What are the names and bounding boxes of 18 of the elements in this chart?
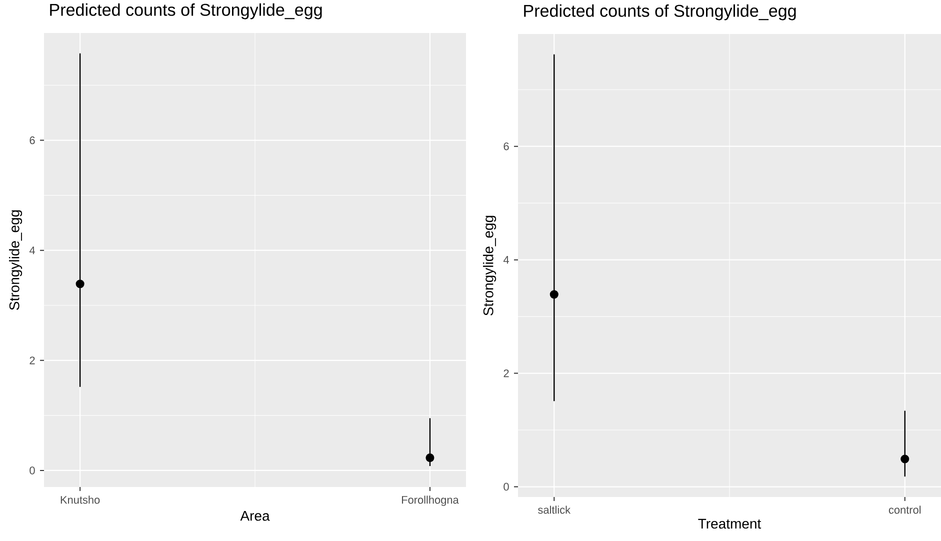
x-tick-label: saltlick bbox=[538, 506, 571, 514]
x-tick-label: Forollhogna bbox=[402, 496, 459, 506]
y-tick-label: 2 bbox=[504, 369, 509, 378]
y-axis-title: Strongylide_egg bbox=[9, 210, 22, 310]
x-tick-label: Knutsho bbox=[60, 496, 100, 504]
x-axis-title: Area bbox=[240, 511, 270, 521]
x-axis-title: Treatment bbox=[698, 518, 762, 529]
y-tick-label: 0 bbox=[504, 482, 509, 491]
y-axis-title: Strongylide_egg bbox=[483, 216, 496, 316]
y-tick-label: 4 bbox=[29, 246, 35, 254]
chart-title: Predicted counts of Strongylide_egg bbox=[50, 3, 322, 20]
x-tick-label: control bbox=[888, 506, 921, 514]
y-tick-label: 6 bbox=[30, 136, 35, 144]
y-tick-label: 0 bbox=[30, 466, 35, 474]
chart-title: Predicted counts of Strongylide_egg bbox=[524, 4, 796, 20]
y-tick-label: 4 bbox=[503, 256, 509, 264]
y-tick-label: 6 bbox=[504, 142, 509, 150]
y-tick-label: 2 bbox=[30, 356, 35, 364]
